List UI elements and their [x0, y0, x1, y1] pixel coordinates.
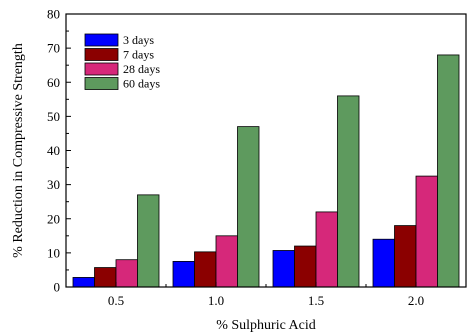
bar-28-days-1-0 [215, 235, 238, 288]
bar-7-days-1-5 [294, 245, 317, 288]
y-tick-label: 40 [47, 143, 60, 158]
bar-7-days-1-0 [194, 251, 217, 288]
y-tick-label: 0 [54, 280, 61, 295]
bar-28-days-0-5 [115, 259, 138, 288]
x-tick-label: 1.5 [308, 293, 324, 308]
legend-label-7-days: 7 days [123, 48, 154, 62]
y-axis-ticks: 0 10 20 30 40 50 60 70 80 [47, 7, 71, 295]
bars-group [72, 54, 460, 288]
y-tick-label: 60 [47, 75, 60, 90]
y-tick-label: 80 [47, 7, 60, 22]
y-tick-label: 20 [47, 211, 60, 226]
y-tick-label: 30 [47, 177, 60, 192]
legend-label-60-days: 60 days [123, 77, 160, 91]
bar-3-days-1-0 [172, 261, 195, 288]
bar-28-days-2-0 [415, 175, 438, 288]
y-tick-label: 10 [47, 245, 60, 260]
y-tick-label: 50 [47, 109, 60, 124]
x-axis-ticks: 0.5 1.0 1.5 2.0 [108, 282, 424, 308]
x-axis-title: % Sulphuric Acid [216, 318, 316, 333]
bar-60-days-0-5 [137, 194, 160, 288]
bar-7-days-0-5 [94, 267, 117, 288]
y-tick-label: 70 [47, 41, 60, 56]
legend-label-28-days: 28 days [123, 62, 160, 76]
legend-swatch-28-days [84, 62, 119, 76]
legend-label-3-days: 3 days [123, 33, 154, 47]
bar-60-days-2-0 [437, 54, 460, 288]
bar-3-days-0-5 [72, 277, 95, 288]
bar-3-days-2-0 [372, 238, 395, 288]
x-tick-label: 1.0 [208, 293, 224, 308]
y-axis-title: % Reduction in Compressive Strength [11, 43, 26, 258]
bar-60-days-1-5 [337, 95, 360, 288]
x-tick-label: 0.5 [108, 293, 124, 308]
bar-7-days-2-0 [394, 225, 417, 288]
bar-28-days-1-5 [315, 211, 338, 288]
bar-3-days-1-5 [272, 250, 295, 288]
legend-swatch-3-days [84, 33, 119, 47]
legend-swatch-7-days [84, 48, 119, 61]
bar-60-days-1-0 [237, 126, 260, 288]
legend-swatch-60-days [84, 77, 119, 90]
x-tick-label: 2.0 [408, 293, 424, 308]
